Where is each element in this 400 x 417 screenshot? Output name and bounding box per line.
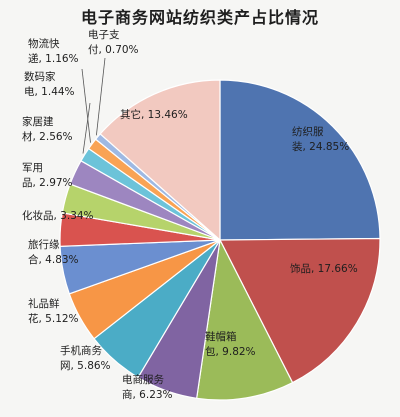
leader-line-12	[96, 57, 106, 136]
data-label-6: 旅行缘合, 4.83%	[28, 238, 79, 266]
data-label-7: 化妆品, 3.34%	[22, 209, 94, 222]
pie-slice-0	[219, 79, 381, 241]
data-label-4: 手机商务网, 5.86%	[60, 344, 111, 372]
data-label-13: 其它, 13.46%	[120, 108, 188, 121]
leader-lines	[81, 57, 106, 154]
data-label-5: 礼品鲜花, 5.12%	[28, 297, 79, 325]
data-label-2: 鞋帽箱包, 9.82%	[205, 330, 256, 358]
leader-line-11	[81, 68, 91, 143]
data-label-3: 电商服务商, 6.23%	[122, 373, 173, 401]
data-label-11: 物流快递, 1.16%	[28, 37, 79, 65]
chart-title: 电子商务网站纺织类产占比情况	[80, 8, 319, 27]
data-label-9: 家居建材, 2.56%	[22, 115, 73, 143]
data-label-1: 饰品, 17.66%	[290, 262, 358, 275]
pie-slice-1	[219, 237, 381, 384]
data-label-8: 军用品, 2.97%	[22, 162, 73, 189]
data-label-0: 纺织服装, 24.85%	[292, 125, 349, 153]
pie-slice-13	[99, 79, 221, 242]
pie-slice-2	[195, 238, 294, 401]
pie-slices	[59, 79, 381, 401]
data-labels: 纺织服装, 24.85% 饰品, 17.66% 鞋帽箱包, 9.82% 电商服务商, …	[22, 28, 358, 401]
data-label-10: 数码家电, 1.44%	[24, 70, 75, 98]
leader-line-10	[82, 102, 91, 154]
data-label-12: 电子支付, 0.70%	[88, 28, 139, 56]
